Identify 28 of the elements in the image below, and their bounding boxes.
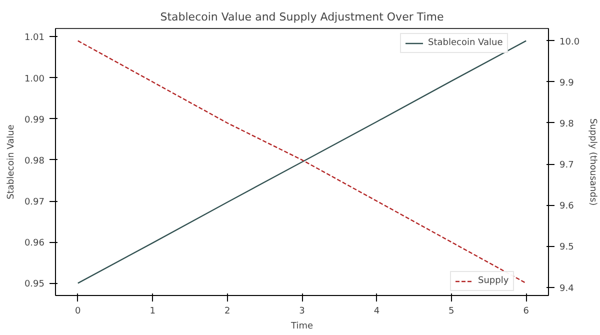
y2-tick-label: 9.7 bbox=[560, 160, 574, 171]
line-series bbox=[77, 40, 527, 284]
x-tick-label: 4 bbox=[374, 306, 380, 316]
y2-tick-label: 9.4 bbox=[560, 284, 574, 294]
y-tick-label: 1.01 bbox=[24, 33, 45, 44]
x-tick-label: 0 bbox=[75, 306, 82, 316]
y-tick-label: 0.96 bbox=[24, 238, 45, 249]
x-axis-title: Time bbox=[290, 322, 314, 332]
x-tick-label: 1 bbox=[150, 306, 156, 316]
legend-label: Supply bbox=[478, 276, 509, 286]
x-tick-label: 5 bbox=[448, 306, 454, 316]
y2-tick-label: 9.5 bbox=[560, 242, 574, 253]
y-tick-label: 0.95 bbox=[24, 280, 45, 290]
y-axis-title: Stablecoin Value bbox=[6, 124, 16, 200]
y2-tick-label: 10.0 bbox=[560, 37, 580, 48]
y2-axis-title: Supply (thousands) bbox=[588, 118, 598, 206]
y-tick-label: 0.97 bbox=[24, 198, 45, 208]
y-tick-label: 1.00 bbox=[24, 74, 45, 84]
y-tick-label: 0.98 bbox=[24, 156, 45, 166]
y2-tick-label: 9.8 bbox=[560, 119, 574, 130]
chart-title: Stablecoin Value and Supply Adjustment Over Time bbox=[160, 10, 444, 24]
y2-tick-label: 9.9 bbox=[560, 78, 574, 88]
x-tick-label: 6 bbox=[523, 306, 530, 316]
x-tick-label: 2 bbox=[224, 306, 230, 316]
y-tick-label: 0.99 bbox=[24, 115, 45, 126]
y2-tick-label: 9.6 bbox=[560, 202, 574, 212]
x-tick-label: 3 bbox=[299, 306, 305, 316]
legend-label: Stablecoin Value bbox=[428, 38, 503, 48]
